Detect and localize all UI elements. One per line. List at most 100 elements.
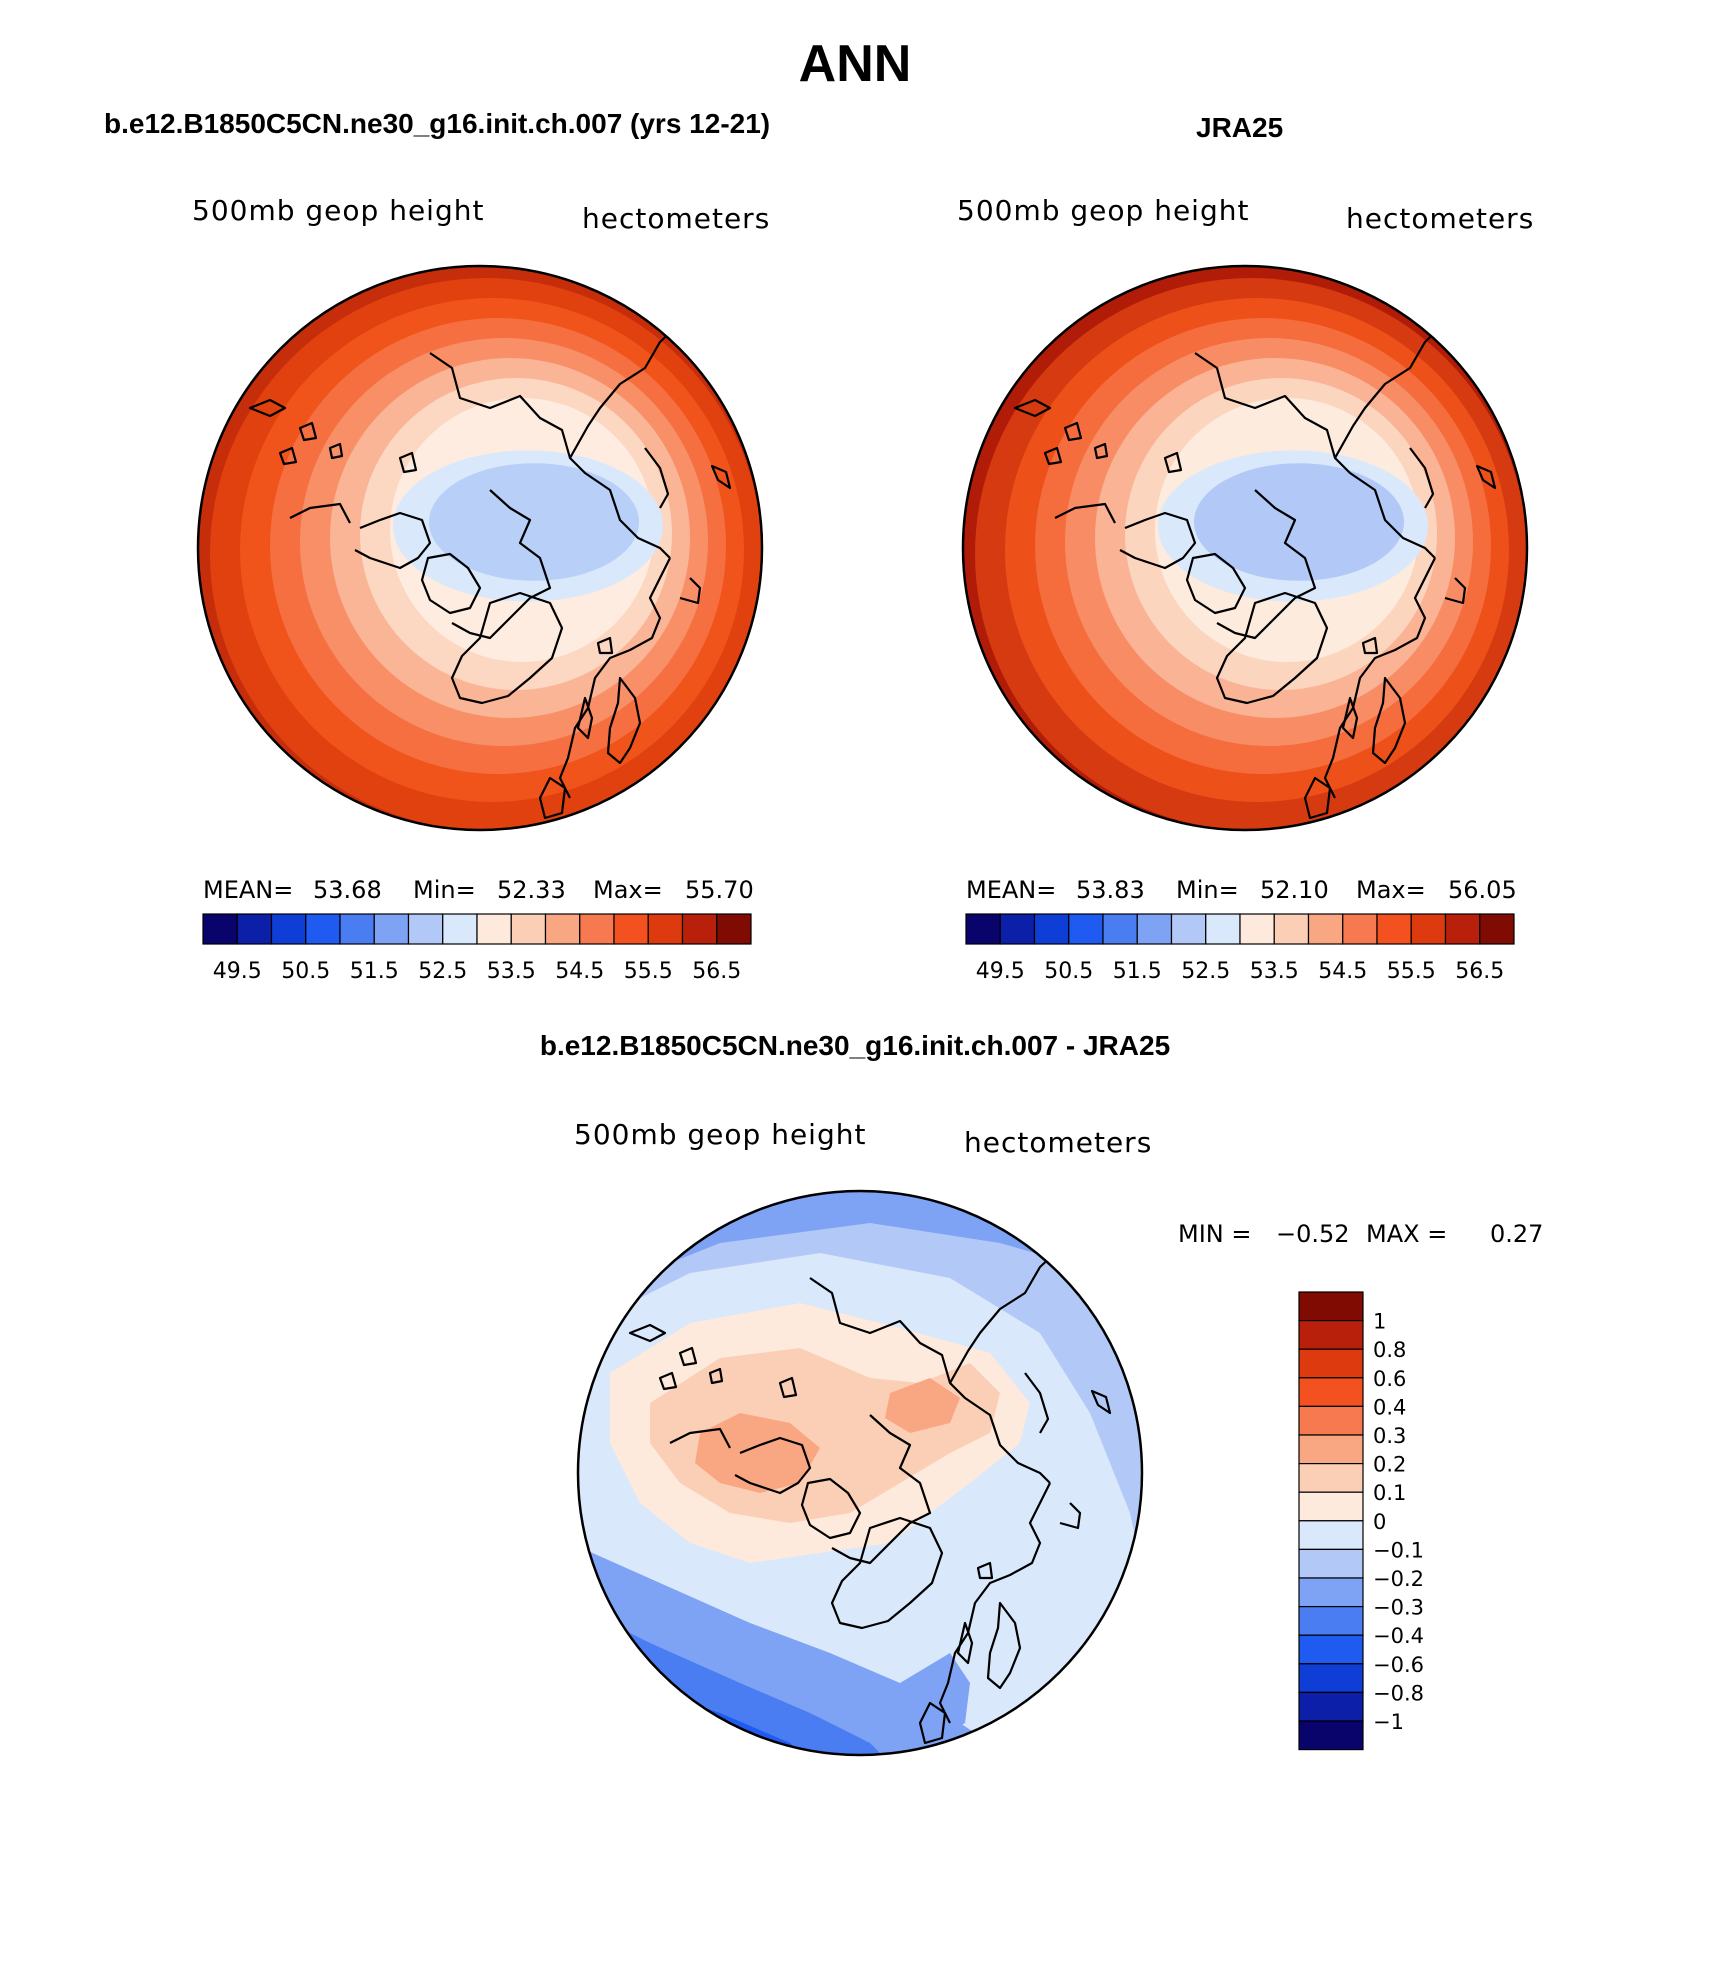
diff-colorbar-box — [1298, 1520, 1364, 1551]
model-min-label: Min= — [413, 876, 476, 904]
diff-coastlines — [628, 1252, 1112, 1745]
diff-polar-map — [576, 1189, 1144, 1757]
obs-colorbar-box — [1136, 913, 1173, 945]
diff-min-value: −0.52 — [1276, 1220, 1350, 1248]
diff-panel-title: b.e12.B1850C5CN.ne30_g16.init.ch.007 - J… — [539, 1030, 1171, 1061]
diff-colorbar-box — [1298, 1720, 1364, 1751]
model-polar-map — [196, 264, 764, 832]
obs-stats: MEAN= 53.83 Min= 52.10 Max= 56.05 — [966, 876, 1517, 904]
diff-colorbar-tick-label: 0.8 — [1373, 1338, 1406, 1362]
diff-colorbar-box — [1298, 1691, 1364, 1722]
obs-colorbar-box — [1410, 913, 1447, 945]
diff-colorbar: 1 0.8 0.6 0.4 0.3 0.2 0.1 0 −0.1 −0.2 −0.3 −0.4 −0.6… — [1298, 1291, 1424, 1751]
model-colorbar-box — [270, 913, 307, 945]
model-max-label: Max= — [593, 876, 663, 904]
model-colorbar-box — [476, 913, 512, 945]
obs-map-border — [961, 264, 1529, 832]
model-min-value: 52.33 — [497, 876, 566, 904]
diff-colorbar-tick-label: 0.3 — [1373, 1424, 1406, 1448]
obs-colorbar-box — [1068, 913, 1104, 945]
model-colorbar-box — [202, 913, 238, 945]
obs-min-label: Min= — [1176, 876, 1239, 904]
model-max-value: 55.70 — [685, 876, 754, 904]
obs-colorbar-tick-label: 54.5 — [1318, 959, 1367, 984]
model-colorbar-box — [579, 913, 615, 945]
diff-colorbar-tick-label: −0.3 — [1373, 1596, 1424, 1620]
diff-colorbar-tick-label: −0.4 — [1373, 1624, 1424, 1648]
model-colorbar-tick-label: 50.5 — [281, 959, 330, 984]
model-colorbar-box — [681, 913, 718, 945]
obs-min-value: 52.10 — [1260, 876, 1329, 904]
model-colorbar-box — [510, 913, 547, 945]
diff-colorbar-box — [1298, 1434, 1364, 1465]
obs-colorbar-box — [1102, 913, 1138, 945]
obs-colorbar-box — [1444, 913, 1481, 945]
model-colorbar-tick-label: 51.5 — [350, 959, 399, 984]
diff-colorbar-tick-label: 0.1 — [1373, 1481, 1406, 1505]
obs-colorbar-box — [999, 913, 1036, 945]
contour-band-9 — [1194, 463, 1404, 581]
diff-colorbar-tick-label: 0.6 — [1373, 1367, 1406, 1391]
obs-colorbar: 49.5 50.5 51.5 52.5 53.5 54.5 55.5 56.5 — [965, 913, 1515, 984]
diff-contour-fill — [578, 1191, 1142, 1755]
obs-polar-map — [961, 264, 1529, 832]
model-colorbar-tick-label: 55.5 — [624, 959, 673, 984]
obs-mean-value: 53.83 — [1076, 876, 1145, 904]
obs-colorbar-tick-label: 56.5 — [1455, 959, 1504, 984]
obs-contour-fill — [963, 266, 1527, 830]
obs-colorbar-box — [1033, 913, 1070, 945]
obs-colorbar-box — [1376, 913, 1412, 945]
diff-colorbar-tick-label: −0.8 — [1373, 1681, 1424, 1705]
obs-colorbar-box — [1307, 913, 1344, 945]
contour-band-9 — [429, 463, 639, 581]
diff-min-label: MIN = — [1178, 1220, 1251, 1248]
model-contour-fill — [198, 266, 762, 830]
obs-colorbar-tick-label: 52.5 — [1181, 959, 1230, 984]
model-colorbar: 49.5 50.5 51.5 52.5 53.5 54.5 55.5 56.5 — [202, 913, 752, 984]
model-colorbar-box — [236, 913, 273, 945]
model-variable-label: 500mb geop height — [192, 194, 485, 227]
diff-colorbar-box — [1298, 1319, 1364, 1350]
model-map-border — [196, 264, 764, 832]
model-mean-label: MEAN= — [203, 876, 293, 904]
diff-variable-label: 500mb geop height — [574, 1118, 867, 1151]
model-colorbar-box — [613, 913, 649, 945]
diff-colorbar-tick-label: 0.4 — [1373, 1395, 1406, 1419]
diff-colorbar-box — [1298, 1663, 1364, 1693]
diff-colorbar-tick-label: −0.1 — [1373, 1538, 1424, 1562]
model-colorbar-box — [305, 913, 341, 945]
model-colorbar-box — [544, 913, 581, 945]
obs-colorbar-tick-label: 49.5 — [976, 959, 1025, 984]
obs-colorbar-box — [1170, 913, 1207, 945]
diff-colorbar-box — [1298, 1463, 1364, 1493]
obs-mean-label: MEAN= — [966, 876, 1056, 904]
diff-colorbar-box — [1298, 1405, 1364, 1436]
obs-coastlines — [1013, 327, 1497, 820]
model-units-label: hectometers — [582, 202, 771, 235]
diff-units-label: hectometers — [964, 1126, 1153, 1159]
model-colorbar-box — [716, 913, 752, 945]
model-colorbar-tick-label: 49.5 — [213, 959, 262, 984]
diff-colorbar-box — [1298, 1634, 1364, 1665]
obs-units-label: hectometers — [1346, 202, 1535, 235]
model-colorbar-box — [373, 913, 410, 945]
diff-colorbar-tick-label: −0.6 — [1373, 1653, 1424, 1677]
obs-colorbar-box — [1273, 913, 1310, 945]
model-colorbar-tick-label: 53.5 — [487, 959, 536, 984]
diff-colorbar-tick-label: 0.2 — [1373, 1453, 1406, 1477]
diff-max-label: MAX = — [1366, 1220, 1447, 1248]
obs-colorbar-box — [1342, 913, 1378, 945]
diff-colorbar-tick-label: −0.2 — [1373, 1567, 1424, 1591]
obs-colorbar-box — [1479, 913, 1515, 945]
obs-colorbar-box — [1239, 913, 1275, 945]
page-title: ANN — [798, 35, 912, 93]
obs-max-label: Max= — [1356, 876, 1426, 904]
obs-panel-title: JRA25 — [1196, 112, 1284, 143]
model-colorbar-tick-label: 56.5 — [692, 959, 741, 984]
model-colorbar-box — [442, 913, 478, 945]
obs-colorbar-box — [1205, 913, 1241, 945]
model-colorbar-tick-label: 52.5 — [418, 959, 467, 984]
diff-colorbar-box — [1298, 1348, 1364, 1379]
obs-colorbar-box — [965, 913, 1001, 945]
obs-colorbar-tick-label: 53.5 — [1250, 959, 1299, 984]
